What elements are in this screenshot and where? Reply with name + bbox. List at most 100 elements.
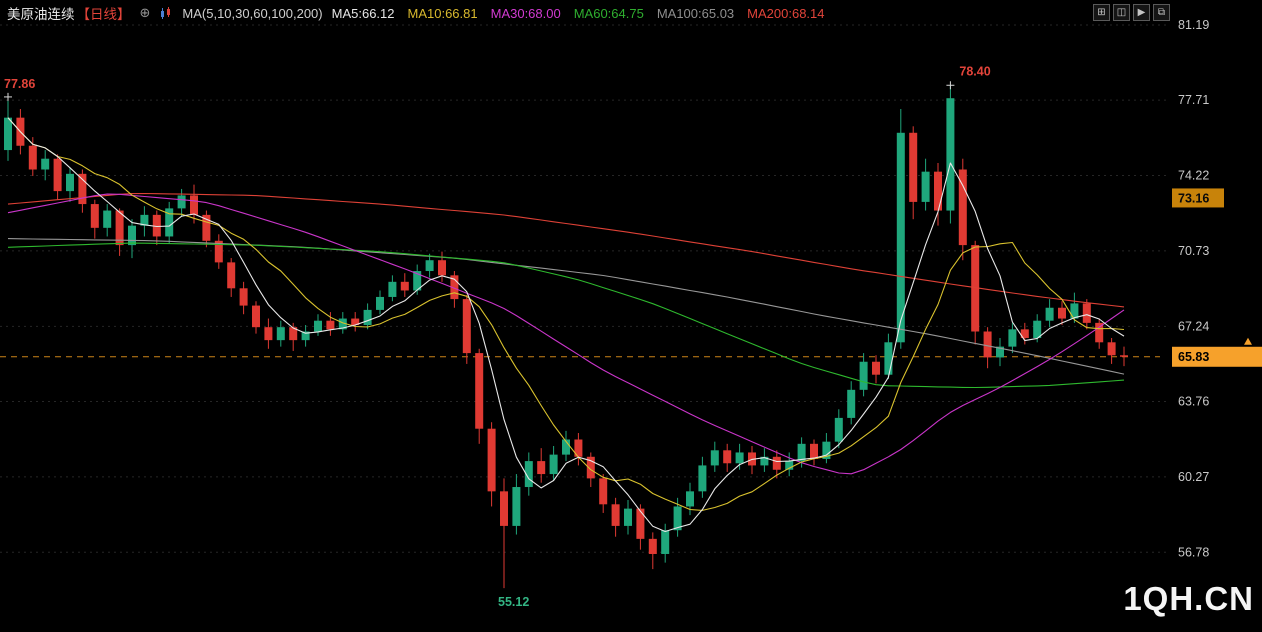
candle-body <box>128 225 136 246</box>
price-up-arrow-icon <box>1244 337 1252 345</box>
candle-body <box>227 262 236 289</box>
candle-body <box>1120 355 1128 357</box>
candle-body <box>475 353 484 429</box>
candle-body <box>896 132 905 343</box>
ma-value-ma100: MA100:65.03 <box>656 5 735 21</box>
candle-body <box>413 271 422 291</box>
candle-body <box>487 428 496 492</box>
period-label[interactable]: 【日线】 <box>76 7 131 22</box>
marked-price-text: 73.16 <box>1178 191 1209 205</box>
candle-body <box>958 169 967 246</box>
candle-body <box>1020 329 1029 338</box>
candle-body <box>388 281 397 297</box>
candle-body <box>351 318 360 326</box>
candle-body <box>1107 342 1116 356</box>
candle-body <box>78 173 87 205</box>
candle-body <box>810 443 818 459</box>
candle-body <box>648 538 657 554</box>
ma-value-ma5: MA5:66.12 <box>331 5 395 21</box>
grid-layout-icon[interactable]: ⊞ <box>1093 4 1110 21</box>
candle-body <box>190 195 198 215</box>
grid-layer <box>0 24 1168 553</box>
candle-body <box>363 309 372 326</box>
candle-body <box>909 132 918 202</box>
candle-body <box>537 461 546 475</box>
ma-line-ma30 <box>7 193 1125 475</box>
candle-body <box>847 389 856 418</box>
y-axis-label: 81.19 <box>1178 18 1209 32</box>
candle-body <box>884 342 893 375</box>
y-axis-label: 74.22 <box>1178 169 1209 183</box>
ma-layer <box>7 117 1125 533</box>
candle-body <box>624 508 632 526</box>
ma-value-ma60: MA60:64.75 <box>573 5 644 21</box>
candle-body <box>326 320 335 330</box>
candle-body <box>314 320 322 332</box>
candle-body <box>400 281 409 291</box>
candle-body <box>53 158 62 192</box>
candle-body <box>636 508 645 539</box>
candle-body <box>450 275 459 300</box>
chart-header: 美原油连续 【日线】 ⊕ MA(5,10,30,60,100,200) MA5:… <box>0 0 1262 26</box>
y-axis-label: 77.71 <box>1178 93 1209 107</box>
candle-body <box>289 327 298 341</box>
ma-line-ma10 <box>7 117 1125 511</box>
candle-body <box>214 240 223 263</box>
candle-body <box>772 456 781 470</box>
marked-price-box[interactable] <box>1172 188 1224 208</box>
candle-body <box>338 318 347 330</box>
popout-icon[interactable]: ⧉ <box>1153 4 1170 21</box>
y-axis-label: 70.73 <box>1178 244 1209 258</box>
candle-body <box>760 456 769 466</box>
candle-body <box>1045 307 1054 321</box>
candle-body <box>1058 307 1066 319</box>
play-icon[interactable]: ▶ <box>1133 4 1150 21</box>
candle-body <box>921 171 930 202</box>
mini-kline-icon[interactable] <box>159 6 173 20</box>
y-axis-label: 60.27 <box>1178 470 1209 484</box>
candle-body <box>723 450 732 464</box>
ma-line-ma60 <box>7 242 1125 389</box>
candle-body <box>438 260 446 276</box>
watermark: 1QH.CN <box>1123 580 1254 617</box>
candle-body <box>425 260 434 272</box>
candle-body <box>28 145 37 170</box>
candle-body <box>500 491 508 526</box>
annotation-layer: 77.86 78.40 55.12 <box>4 64 991 609</box>
last-price-text: 65.83 <box>1178 350 1209 364</box>
ma-values-group: MA5:66.12 MA10:66.81 MA30:68.00 MA60:64.75 M… <box>332 6 825 21</box>
candle-body <box>822 441 831 459</box>
candle-body <box>586 456 595 479</box>
candle-body <box>90 204 99 228</box>
candle-body <box>661 530 670 554</box>
candle-body <box>512 487 521 526</box>
candle-body <box>710 450 719 466</box>
candle-body <box>264 327 273 341</box>
candle-body <box>934 171 942 211</box>
candle-body <box>673 506 682 531</box>
y-axis-label: 63.76 <box>1178 394 1209 408</box>
candle-body <box>735 452 744 464</box>
candle-body <box>152 214 161 237</box>
candle-body <box>562 439 570 455</box>
candle-body <box>103 210 112 228</box>
candle-body <box>239 288 248 306</box>
chart-toolbar: ⊞ ◫ ▶ ⧉ <box>1093 4 1170 21</box>
y-axis-label: 67.24 <box>1178 319 1209 333</box>
last-price-box[interactable] <box>1172 346 1262 367</box>
split-screen-icon[interactable]: ◫ <box>1113 4 1130 21</box>
symbol-name: 美原油连续 <box>7 7 75 22</box>
candle-body <box>549 454 558 475</box>
ma-line-ma100 <box>7 238 1125 375</box>
candle-body <box>376 296 384 310</box>
candle-body <box>859 361 868 390</box>
candle-body <box>1095 322 1104 343</box>
settings-icon[interactable]: ⊕ <box>139 5 151 20</box>
candle-body <box>971 245 980 332</box>
candle-body <box>599 478 608 505</box>
candle-body <box>983 331 992 358</box>
candle-body <box>41 158 50 170</box>
ma-line-ma200 <box>7 192 1125 308</box>
ma-line-ma5 <box>7 117 1125 533</box>
